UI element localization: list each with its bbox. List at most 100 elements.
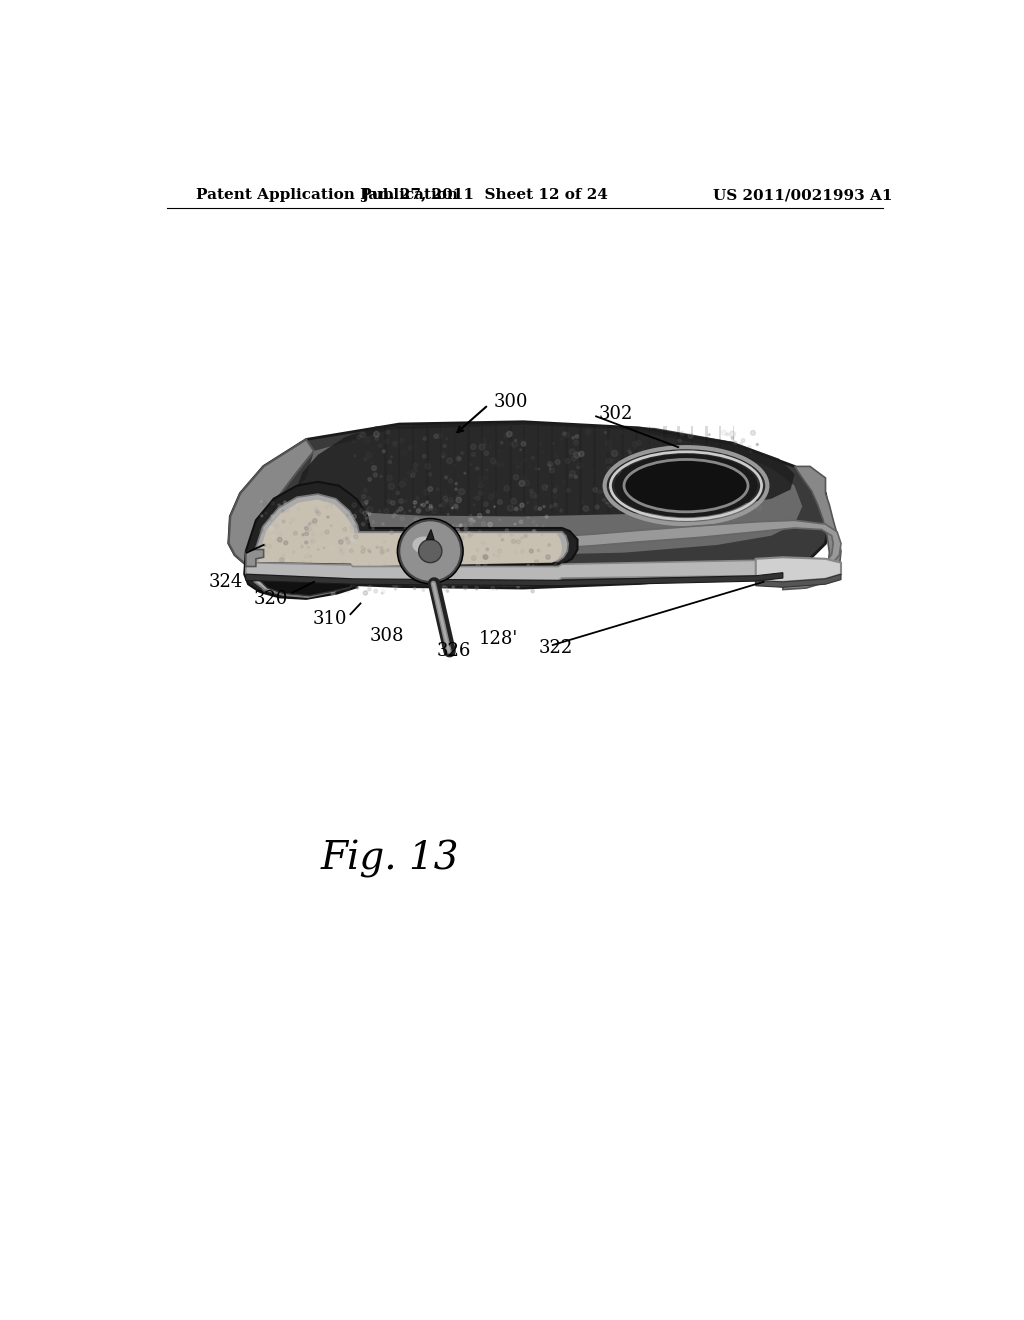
Circle shape — [471, 517, 473, 520]
Circle shape — [455, 488, 458, 491]
Circle shape — [543, 566, 547, 570]
Circle shape — [270, 519, 271, 521]
Circle shape — [321, 532, 325, 537]
Circle shape — [366, 511, 369, 513]
Circle shape — [366, 519, 370, 523]
Circle shape — [326, 502, 328, 503]
Circle shape — [350, 525, 354, 529]
Circle shape — [508, 506, 513, 511]
Circle shape — [510, 533, 513, 536]
Circle shape — [307, 546, 309, 548]
Circle shape — [424, 558, 427, 561]
Circle shape — [675, 461, 680, 466]
Circle shape — [469, 532, 473, 536]
Circle shape — [744, 471, 751, 477]
Circle shape — [722, 458, 726, 462]
Circle shape — [370, 543, 372, 544]
Circle shape — [688, 450, 693, 454]
Circle shape — [535, 502, 538, 506]
Circle shape — [364, 488, 368, 492]
Circle shape — [709, 434, 711, 436]
Circle shape — [481, 541, 485, 545]
Circle shape — [549, 467, 554, 473]
Circle shape — [452, 586, 455, 589]
Circle shape — [721, 462, 724, 465]
Circle shape — [267, 583, 268, 585]
Circle shape — [354, 525, 357, 528]
Circle shape — [397, 583, 400, 587]
Circle shape — [360, 432, 366, 437]
Circle shape — [423, 454, 426, 458]
Circle shape — [378, 445, 381, 447]
Circle shape — [659, 499, 662, 500]
Circle shape — [476, 549, 478, 552]
Circle shape — [608, 487, 610, 488]
Circle shape — [373, 569, 375, 572]
Circle shape — [428, 487, 433, 491]
Polygon shape — [649, 426, 651, 515]
Circle shape — [409, 510, 411, 512]
Circle shape — [439, 569, 444, 573]
Circle shape — [368, 587, 371, 591]
Circle shape — [750, 450, 752, 453]
Circle shape — [463, 586, 467, 590]
Circle shape — [482, 438, 486, 442]
Circle shape — [519, 480, 525, 486]
Circle shape — [310, 521, 312, 523]
Circle shape — [460, 524, 462, 527]
Circle shape — [451, 561, 453, 562]
Circle shape — [314, 568, 316, 570]
Circle shape — [449, 558, 451, 560]
Circle shape — [485, 578, 490, 583]
Circle shape — [490, 586, 495, 590]
Circle shape — [440, 568, 443, 570]
Circle shape — [498, 450, 500, 451]
Circle shape — [331, 546, 335, 550]
Circle shape — [402, 477, 408, 482]
Circle shape — [361, 495, 366, 499]
Circle shape — [364, 458, 368, 461]
Circle shape — [720, 454, 725, 458]
Circle shape — [368, 549, 370, 552]
Circle shape — [637, 478, 641, 483]
Circle shape — [312, 589, 317, 593]
Circle shape — [534, 495, 538, 499]
Circle shape — [512, 520, 514, 523]
Circle shape — [422, 503, 425, 507]
Circle shape — [593, 487, 597, 492]
Circle shape — [724, 462, 727, 466]
Circle shape — [520, 462, 523, 465]
Circle shape — [469, 532, 473, 536]
Circle shape — [635, 446, 637, 449]
Circle shape — [426, 578, 429, 582]
Circle shape — [584, 506, 589, 511]
Circle shape — [436, 488, 439, 491]
Circle shape — [494, 492, 498, 496]
Circle shape — [429, 507, 433, 510]
Circle shape — [415, 517, 419, 523]
Circle shape — [626, 463, 629, 467]
Circle shape — [389, 531, 392, 535]
Circle shape — [328, 532, 330, 533]
Circle shape — [271, 535, 275, 539]
Circle shape — [554, 503, 557, 507]
Ellipse shape — [614, 454, 758, 517]
Circle shape — [486, 570, 489, 573]
Circle shape — [478, 531, 481, 533]
Circle shape — [569, 449, 575, 454]
Circle shape — [292, 510, 296, 513]
Circle shape — [387, 500, 391, 503]
Circle shape — [402, 565, 408, 570]
Circle shape — [455, 577, 458, 581]
Circle shape — [300, 545, 303, 548]
Circle shape — [450, 498, 453, 502]
Circle shape — [719, 471, 723, 475]
Circle shape — [330, 591, 334, 595]
Circle shape — [414, 506, 416, 508]
Circle shape — [452, 507, 454, 510]
Circle shape — [542, 524, 545, 527]
Circle shape — [304, 553, 308, 558]
Circle shape — [398, 499, 403, 503]
Circle shape — [507, 432, 513, 437]
Circle shape — [636, 441, 641, 445]
